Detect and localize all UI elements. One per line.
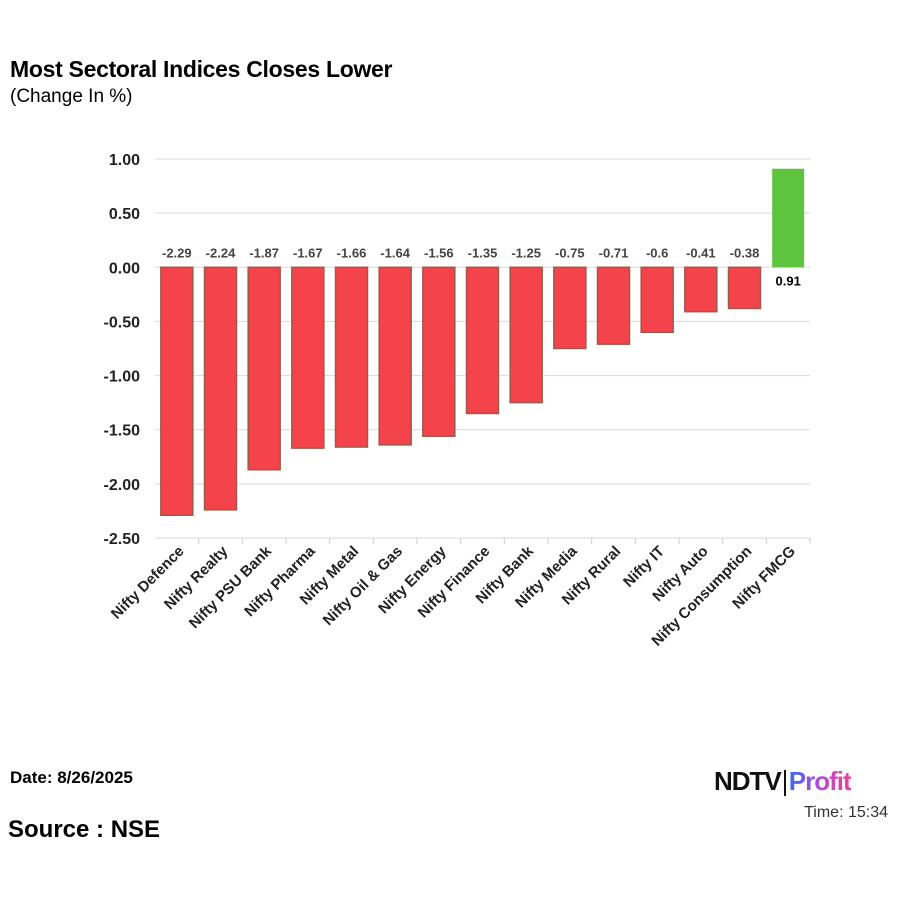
logo-profit: Profit xyxy=(788,766,852,796)
data-label: -1.35 xyxy=(468,245,498,260)
bar xyxy=(378,266,412,446)
bar xyxy=(247,266,281,471)
bar xyxy=(291,266,325,449)
chart-subtitle: (Change In %) xyxy=(10,86,133,107)
bar xyxy=(772,168,805,268)
data-label: -1.64 xyxy=(380,245,410,260)
bar xyxy=(160,266,194,517)
data-label: -1.56 xyxy=(424,245,454,260)
y-tick-label: -1.50 xyxy=(104,423,141,440)
bar xyxy=(422,266,456,437)
x-tick-label: Nifty Oil & Gas xyxy=(320,543,406,629)
ndtv-profit-logo: NDTV Profit xyxy=(714,766,852,797)
data-label: 0.91 xyxy=(776,273,801,288)
data-label: -0.75 xyxy=(555,245,585,260)
y-tick-label: 0.50 xyxy=(109,206,140,223)
source-label: Source : NSE xyxy=(8,816,161,843)
data-label: -2.29 xyxy=(162,245,192,260)
bar xyxy=(465,266,500,415)
data-label: -0.6 xyxy=(646,245,668,260)
time-label: Time: 15:34 xyxy=(804,804,888,821)
bar xyxy=(553,266,587,350)
bar xyxy=(334,266,369,448)
data-label: -1.67 xyxy=(293,245,323,260)
data-label: -1.25 xyxy=(511,245,541,260)
data-label: -0.71 xyxy=(599,245,629,260)
data-label: -0.41 xyxy=(686,245,716,260)
bar xyxy=(203,266,238,511)
y-tick-label: -2.50 xyxy=(104,531,141,548)
data-label: -2.24 xyxy=(206,245,236,260)
y-tick-label: -1.00 xyxy=(104,369,141,386)
data-label: -1.66 xyxy=(337,245,367,260)
logo-ndtv: NDTV xyxy=(714,766,782,796)
data-label: -1.87 xyxy=(249,245,279,260)
date-label: Date: 8/26/2025 xyxy=(10,768,133,787)
y-tick-label: 0.00 xyxy=(109,260,140,277)
x-tick-label: Nifty Defence xyxy=(108,543,188,623)
y-tick-label: -0.50 xyxy=(104,314,141,331)
bar xyxy=(596,266,631,345)
bar xyxy=(684,266,718,313)
bar xyxy=(509,266,543,404)
bar xyxy=(640,266,674,334)
chart-title: Most Sectoral Indices Closes Lower xyxy=(10,56,393,82)
data-label: -0.38 xyxy=(730,245,760,260)
bar xyxy=(727,266,762,310)
bar-chart: 1.00 0.50 0.00 -0.50 -1.00 -1.50 -2.00 -2.50 -2.… xyxy=(104,152,811,650)
y-tick-label: -2.00 xyxy=(104,477,141,494)
y-tick-label: 1.00 xyxy=(109,152,140,169)
